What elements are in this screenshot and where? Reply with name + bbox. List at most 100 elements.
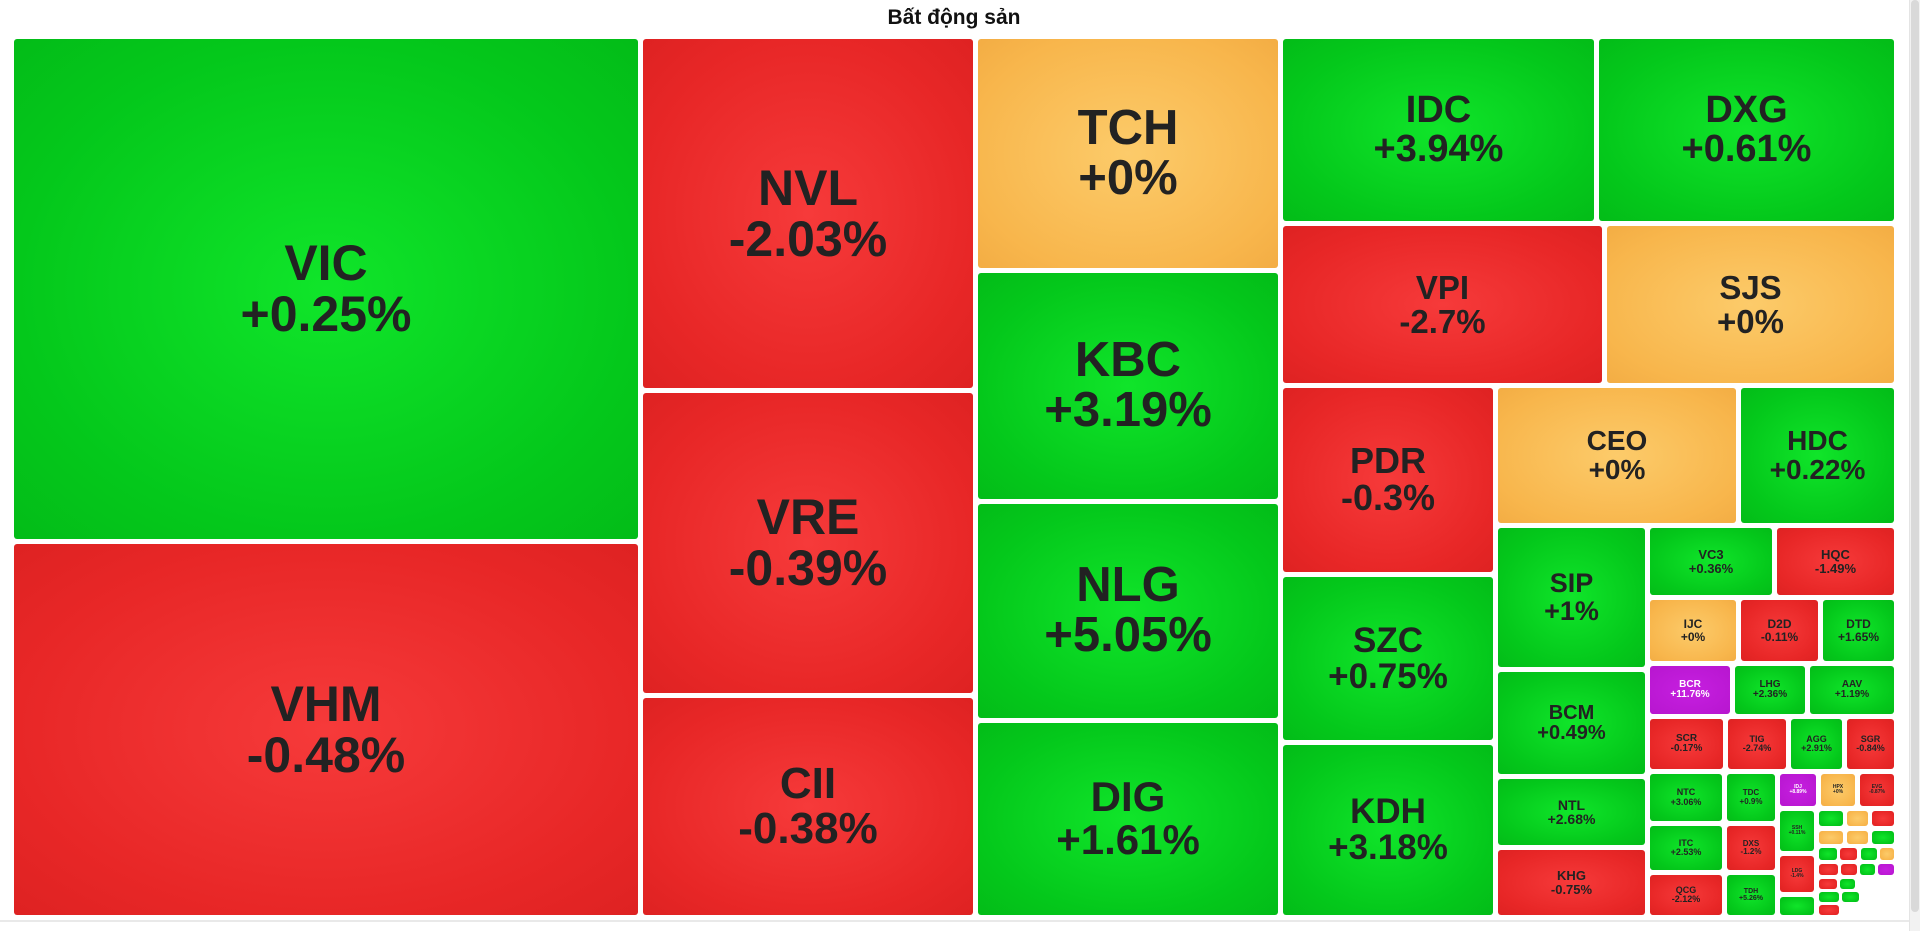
tile-itc[interactable]: ITC +2.53% xyxy=(1650,826,1722,870)
tile-code: SGR xyxy=(1860,733,1881,744)
tile-change: +11.76% xyxy=(1670,689,1710,700)
tile-code: D2D xyxy=(1767,617,1792,632)
tile-hpx[interactable]: HPX +0% xyxy=(1821,774,1855,806)
tile-small[interactable] xyxy=(1819,831,1843,844)
tile-lhg[interactable]: LHG +2.36% xyxy=(1735,666,1805,714)
tile-change: +3.19% xyxy=(1044,383,1212,437)
tile-small[interactable] xyxy=(1842,892,1859,902)
tile-change: +2.53% xyxy=(1670,847,1702,857)
tile-tdh[interactable]: TDH +5.26% xyxy=(1727,875,1775,915)
tile-change: -2.03% xyxy=(728,210,888,267)
tile-change: +1.19% xyxy=(1834,689,1870,700)
tile-dig[interactable]: DIG +1.61% xyxy=(978,723,1278,915)
tile-code: DTD xyxy=(1846,617,1871,632)
tile-d2d[interactable]: D2D -0.11% xyxy=(1741,600,1818,661)
tile-small[interactable] xyxy=(1819,864,1838,875)
tile-small[interactable] xyxy=(1878,864,1894,875)
tile-change: -1.4% xyxy=(1790,873,1804,879)
tile-dtd[interactable]: DTD +1.65% xyxy=(1823,600,1894,661)
tile-kdh[interactable]: KDH +3.18% xyxy=(1283,745,1493,915)
tile-sip[interactable]: SIP +1% xyxy=(1498,528,1645,667)
tile-ceo[interactable]: CEO +0% xyxy=(1498,388,1736,523)
tile-change: -2.7% xyxy=(1399,302,1486,340)
tile-small[interactable] xyxy=(1861,848,1877,860)
tile-cii[interactable]: CII -0.38% xyxy=(643,698,973,915)
tile-qcg[interactable]: QCG -2.12% xyxy=(1650,875,1722,915)
tile-tdc[interactable]: TDC +0.9% xyxy=(1727,774,1775,821)
tile-nlg[interactable]: NLG +5.05% xyxy=(978,504,1278,718)
tile-small[interactable] xyxy=(1819,811,1843,826)
tile-ntl[interactable]: NTL +2.68% xyxy=(1498,779,1645,845)
tile-small[interactable] xyxy=(1840,848,1857,860)
tile-nvl[interactable]: NVL -2.03% xyxy=(643,39,973,388)
tile-dxs[interactable]: DXS -1.2% xyxy=(1727,826,1775,870)
tile-code: SCR xyxy=(1675,732,1698,744)
tile-change: +0% xyxy=(1588,453,1646,485)
tile-change: -0.17% xyxy=(1670,743,1703,754)
tile-change: +3.06% xyxy=(1670,796,1702,807)
tile-change: +0.25% xyxy=(240,286,412,342)
tile-code: VRE xyxy=(756,489,860,545)
tile-code: AAV xyxy=(1841,678,1863,690)
tile-hqc[interactable]: HQC -1.49% xyxy=(1777,528,1894,595)
tile-ijc[interactable]: IJC +0% xyxy=(1650,600,1736,661)
tile-agg[interactable]: AGG +2.91% xyxy=(1791,719,1842,769)
tile-evg[interactable]: EVG -0.87% xyxy=(1860,774,1894,806)
tile-ntc[interactable]: NTC +3.06% xyxy=(1650,774,1722,821)
tile-small[interactable] xyxy=(1780,897,1814,915)
tile-small[interactable] xyxy=(1841,864,1857,875)
tile-code: IDJ xyxy=(1794,783,1802,790)
tile-small[interactable] xyxy=(1819,892,1839,902)
tile-sjs[interactable]: SJS +0% xyxy=(1607,226,1894,383)
tile-bcr[interactable]: BCR +11.76% xyxy=(1650,666,1730,714)
tile-code: KHG xyxy=(1557,868,1586,884)
tile-small[interactable] xyxy=(1819,905,1839,915)
scrollbar[interactable] xyxy=(1909,0,1920,931)
tile-tch[interactable]: TCH +0% xyxy=(978,39,1278,268)
tile-dxg[interactable]: DXG +0.61% xyxy=(1599,39,1894,221)
tile-small[interactable] xyxy=(1819,879,1837,889)
tile-scr[interactable]: SCR -0.17% xyxy=(1650,719,1723,769)
tile-khg[interactable]: KHG -0.75% xyxy=(1498,850,1645,915)
tile-code: PDR xyxy=(1349,440,1426,482)
tile-sgr[interactable]: SGR -0.84% xyxy=(1847,719,1894,769)
tile-code: BCR xyxy=(1679,678,1701,690)
tile-vre[interactable]: VRE -0.39% xyxy=(643,393,973,693)
tile-small[interactable] xyxy=(1860,864,1875,875)
tile-code: LHG xyxy=(1759,678,1781,690)
tile-vc3[interactable]: VC3 +0.36% xyxy=(1650,528,1772,595)
tile-small[interactable] xyxy=(1880,848,1894,860)
tile-small[interactable] xyxy=(1872,831,1894,844)
tile-code: NVL xyxy=(758,159,858,216)
tile-ssh[interactable]: SSH +0.11% xyxy=(1780,811,1814,851)
tile-code: TDC xyxy=(1742,788,1760,798)
tile-idc[interactable]: IDC +3.94% xyxy=(1283,39,1594,221)
tile-idj[interactable]: IDJ +8.89% xyxy=(1780,774,1816,806)
tile-vpi[interactable]: VPI -2.7% xyxy=(1283,226,1602,383)
tile-change: -1.2% xyxy=(1740,847,1762,856)
tile-code: VHM xyxy=(270,675,382,732)
tile-code: CEO xyxy=(1586,424,1648,456)
tile-pdr[interactable]: PDR -0.3% xyxy=(1283,388,1493,572)
tile-small[interactable] xyxy=(1872,811,1894,826)
treemap: VIC +0.25% VHM -0.48% NVL -2.03% VRE -0.39% CII -… xyxy=(14,39,1894,915)
tile-small[interactable] xyxy=(1847,811,1868,826)
tile-aav[interactable]: AAV +1.19% xyxy=(1810,666,1894,714)
tile-szc[interactable]: SZC +0.75% xyxy=(1283,577,1493,740)
tile-small[interactable] xyxy=(1819,848,1837,860)
tile-code: BCM xyxy=(1548,701,1595,724)
tile-bcm[interactable]: BCM +0.49% xyxy=(1498,672,1645,774)
scrollbar-thumb[interactable] xyxy=(1911,0,1919,912)
tile-tig[interactable]: TIG -2.74% xyxy=(1728,719,1786,769)
tile-change: -2.12% xyxy=(1671,894,1701,904)
tile-small[interactable] xyxy=(1847,831,1868,844)
tile-change: -0.75% xyxy=(1550,881,1593,897)
tile-change: +1.61% xyxy=(1056,816,1200,863)
tile-vhm[interactable]: VHM -0.48% xyxy=(14,544,638,915)
tile-change: +2.68% xyxy=(1547,811,1596,827)
tile-hdc[interactable]: HDC +0.22% xyxy=(1741,388,1894,523)
tile-vic[interactable]: VIC +0.25% xyxy=(14,39,638,539)
tile-ldg[interactable]: LDG -1.4% xyxy=(1780,856,1814,892)
tile-small[interactable] xyxy=(1840,879,1855,889)
tile-kbc[interactable]: KBC +3.19% xyxy=(978,273,1278,499)
